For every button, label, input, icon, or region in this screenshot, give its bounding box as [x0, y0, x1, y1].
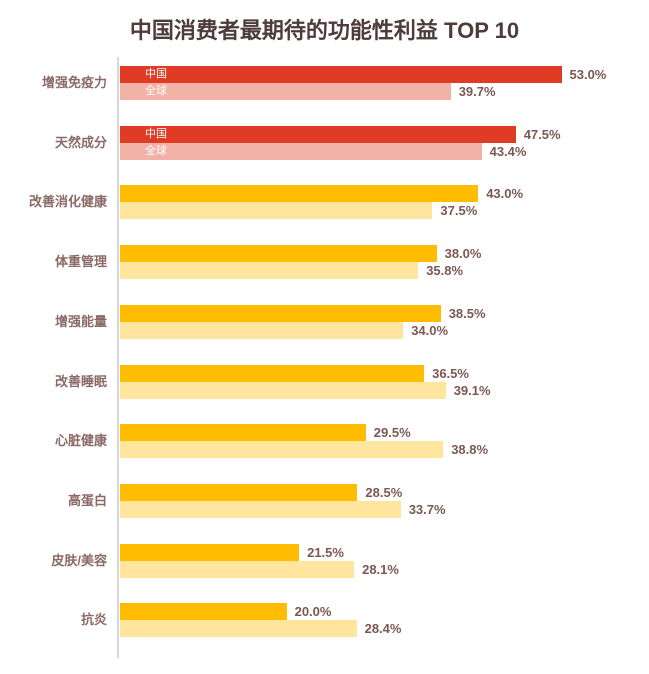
global-bar [120, 620, 357, 637]
global-bar [120, 441, 444, 458]
bar-group-2: 天然成分 中国 47.5% 全球 43.4% [55, 126, 649, 160]
china-bar-line: 36.5% [120, 365, 649, 382]
china-bar: 中国 [120, 126, 516, 143]
global-value-label: 35.8% [426, 263, 464, 278]
global-value-label: 28.1% [362, 562, 399, 577]
global-value-label: 34.0% [411, 323, 449, 338]
global-bar-line: 28.4% [120, 620, 649, 637]
china-bar [120, 484, 358, 501]
bar-group-8: 高蛋白 28.5% 33.7% [68, 484, 649, 518]
global-bar: 全球 [120, 83, 451, 100]
china-value-label: 20.0% [294, 604, 332, 619]
china-value-label: 38.0% [444, 246, 482, 261]
inbar-series-label-china: 中国 [145, 128, 167, 140]
global-value-label: 37.5% [440, 203, 478, 218]
china-bar [120, 603, 287, 620]
global-bar-line: 33.7% [120, 501, 649, 518]
category-label: 高蛋白 [67, 492, 107, 508]
bar-group-5: 增强能量 38.5% 34.0% [55, 305, 649, 339]
global-bar [120, 262, 419, 279]
global-bar-line: 全球 43.4% [120, 143, 649, 160]
china-bar-line: 21.5% [120, 544, 649, 561]
global-bar-line: 39.1% [120, 382, 649, 399]
china-bar [120, 305, 441, 322]
category-label: 天然成分 [54, 134, 107, 150]
bar-group-9: 皮肤/美容 21.5% 28.1% [51, 544, 649, 578]
global-value-label: 33.7% [408, 502, 446, 517]
china-bar [120, 365, 425, 382]
bar-group-6: 改善睡眠 36.5% 39.1% [55, 365, 649, 399]
global-value-label: 38.8% [451, 442, 489, 457]
global-bar-line: 34.0% [120, 322, 649, 339]
china-value-label: 21.5% [307, 545, 344, 560]
china-value-label: 36.5% [432, 366, 469, 381]
global-bar-line: 全球 39.7% [120, 83, 649, 100]
china-bar-line: 38.0% [120, 245, 649, 262]
china-bar: 中国 [120, 66, 562, 83]
china-value-label: 28.5% [365, 485, 403, 500]
china-bar-line: 中国 53.0% [120, 66, 649, 83]
global-bar [120, 561, 355, 578]
bar-group-7: 心脏健康 29.5% 38.8% [55, 424, 649, 458]
china-value-label: 38.5% [448, 306, 486, 321]
global-value-label: 39.1% [453, 383, 491, 398]
china-bar-line: 29.5% [120, 424, 649, 441]
china-value-label: 53.0% [569, 67, 607, 82]
china-bar [120, 245, 437, 262]
category-label: 体重管理 [54, 253, 107, 269]
china-bar [120, 424, 366, 441]
global-bar: 全球 [120, 143, 482, 160]
global-value-label: 39.7% [458, 84, 496, 99]
inbar-series-label-global: 全球 [145, 85, 167, 97]
global-bar [120, 202, 433, 219]
bar-group-3: 改善消化健康 43.0% 37.5% [29, 185, 649, 219]
china-value-label: 47.5% [523, 127, 561, 142]
china-value-label: 29.5% [373, 425, 411, 440]
china-bar [120, 185, 479, 202]
category-label: 抗炎 [80, 611, 107, 627]
global-value-label: 28.4% [364, 621, 402, 636]
china-bar [120, 544, 300, 561]
global-value-label: 43.4% [489, 144, 527, 159]
bar-group-10: 抗炎 20.0% 28.4% [81, 603, 649, 637]
china-bar-line: 43.0% [120, 185, 649, 202]
china-bar-line: 20.0% [120, 603, 649, 620]
global-bar [120, 322, 404, 339]
bar-group-1: 增强免疫力 中国 53.0% 全球 39.7% [42, 66, 649, 100]
category-label: 增强免疫力 [41, 74, 107, 90]
category-label: 改善消化健康 [28, 193, 107, 209]
category-label: 增强能量 [54, 313, 107, 329]
category-label: 心脏健康 [54, 432, 107, 448]
inbar-series-label-china: 中国 [145, 68, 167, 80]
china-value-label: 43.0% [486, 186, 524, 201]
inbar-series-label-global: 全球 [145, 145, 167, 157]
global-bar [120, 501, 401, 518]
global-bar-line: 38.8% [120, 441, 649, 458]
global-bar [120, 382, 446, 399]
bar-group-4: 体重管理 38.0% 35.8% [55, 245, 649, 279]
china-bar-line: 38.5% [120, 305, 649, 322]
global-bar-line: 37.5% [120, 202, 649, 219]
china-bar-line: 中国 47.5% [120, 126, 649, 143]
chart-title: 中国消费者最期待的功能性利益 TOP 10 [129, 18, 520, 43]
y-axis-line [117, 57, 119, 658]
china-bar-line: 28.5% [120, 484, 649, 501]
category-label: 皮肤/美容 [51, 552, 107, 568]
global-bar-line: 35.8% [120, 262, 649, 279]
global-bar-line: 28.1% [120, 561, 649, 578]
category-label: 改善睡眠 [54, 373, 107, 389]
